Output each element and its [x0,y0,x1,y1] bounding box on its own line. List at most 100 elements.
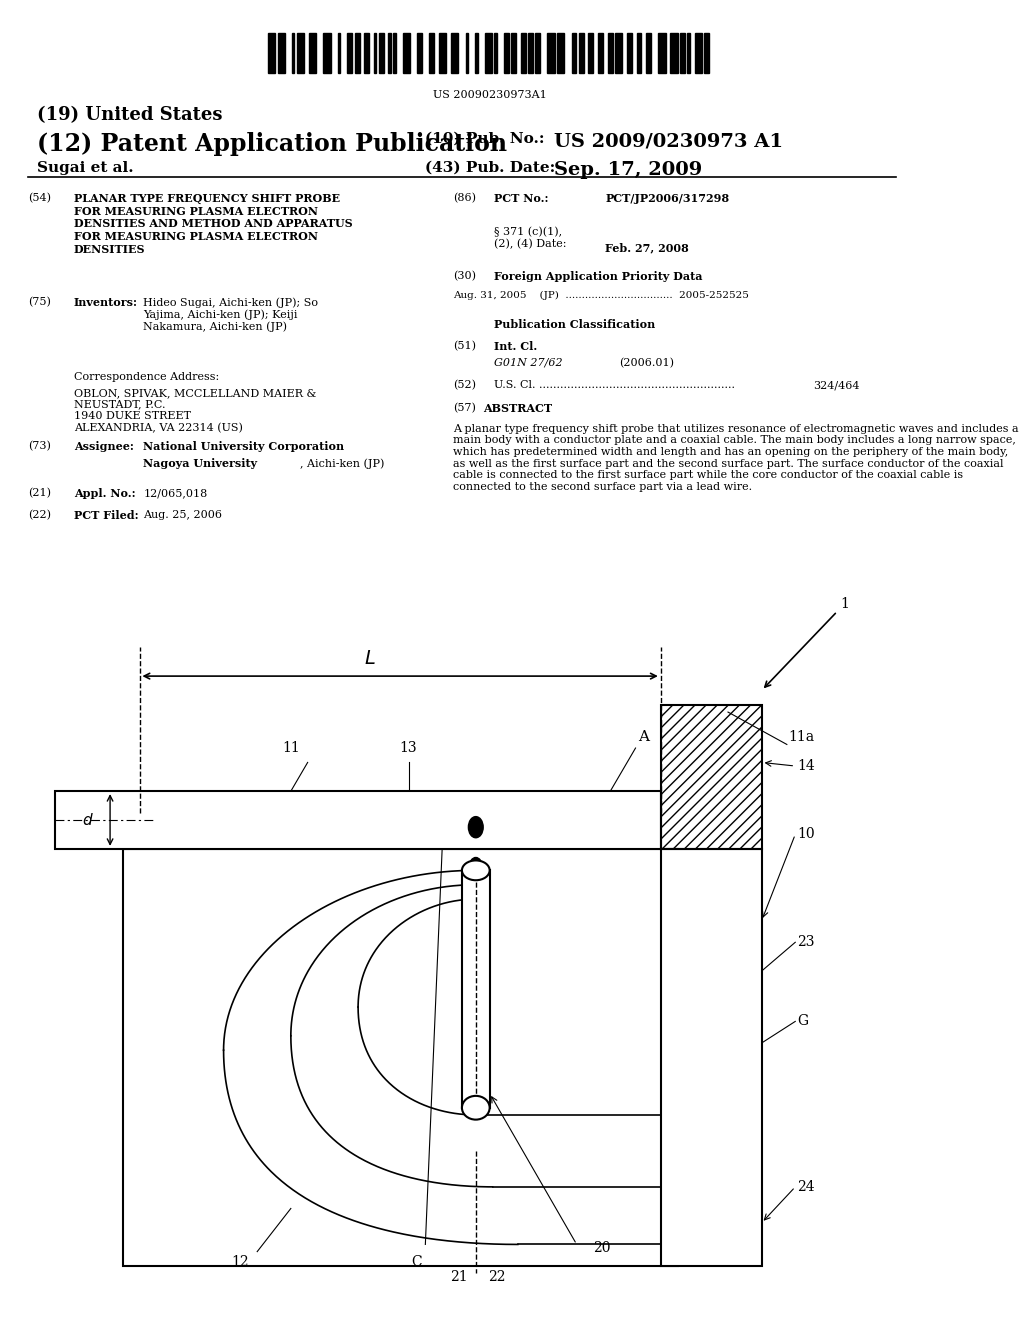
Text: ABSTRACT: ABSTRACT [482,403,552,413]
Text: Appl. No.:: Appl. No.: [74,488,135,499]
Bar [388,33,391,73]
Bar [484,33,493,73]
Bar [292,33,295,73]
Text: 20: 20 [594,1241,611,1255]
Text: Aug. 31, 2005    (JP)  .................................  2005-252525: Aug. 31, 2005 (JP) .....................… [453,290,749,300]
Bar [571,33,577,73]
Bar [660,705,762,849]
Bar [598,33,603,73]
Text: (19) United States: (19) United States [37,106,222,124]
Bar [548,33,555,73]
Text: National University Corporation: National University Corporation [143,441,344,451]
Text: (52): (52) [453,380,476,391]
Text: 324/464: 324/464 [813,380,859,391]
Bar [475,33,477,73]
Text: Nagoya University: Nagoya University [143,458,257,469]
Text: Aug. 25, 2006: Aug. 25, 2006 [143,510,222,520]
Bar [379,33,384,73]
Circle shape [469,858,482,876]
Text: 14: 14 [797,759,815,774]
Text: (12) Patent Application Publication: (12) Patent Application Publication [37,132,507,156]
Bar [646,33,651,73]
Text: 11: 11 [282,742,300,755]
Bar [429,33,434,73]
Bar [324,33,331,73]
Bar [297,33,304,73]
Text: PCT Filed:: PCT Filed: [74,510,138,520]
Text: (21): (21) [28,488,51,499]
Bar [504,33,509,73]
Bar [466,33,468,73]
Ellipse shape [462,861,489,880]
Bar [462,870,489,1107]
Bar [658,33,666,73]
Bar [660,849,762,1266]
Bar [536,33,541,73]
Ellipse shape [462,1096,489,1119]
Text: (2006.01): (2006.01) [618,358,674,368]
Bar [347,33,352,73]
Text: 21: 21 [451,1270,468,1283]
Text: Hideo Sugai, Aichi-ken (JP); So
Yajima, Aichi-ken (JP); Keiji
Nakamura, Aichi-ke: Hideo Sugai, Aichi-ken (JP); So Yajima, … [143,297,318,333]
Text: 24: 24 [797,1180,815,1193]
Text: § 371 (c)(1),
(2), (4) Date:: § 371 (c)(1), (2), (4) Date: [495,227,566,249]
Bar [607,33,612,73]
Bar [579,33,584,73]
Bar [694,33,701,73]
Bar [589,33,593,73]
Text: (51): (51) [453,341,476,351]
Bar [55,791,660,849]
Bar [671,33,678,73]
Bar [557,33,564,73]
Bar [705,33,709,73]
Text: US 20090230973A1: US 20090230973A1 [433,90,547,100]
Text: A planar type frequency shift probe that utilizes resonance of electromagnetic w: A planar type frequency shift probe that… [453,424,1018,492]
Text: 11a: 11a [788,730,815,744]
Text: OBLON, SPIVAK, MCCLELLAND MAIER &
NEUSTADT, P.C.
1940 DUKE STREET
ALEXANDRIA, VA: OBLON, SPIVAK, MCCLELLAND MAIER & NEUSTA… [74,388,316,433]
Circle shape [468,817,483,838]
Text: PLANAR TYPE FREQUENCY SHIFT PROBE
FOR MEASURING PLASMA ELECTRON
DENSITIES AND ME: PLANAR TYPE FREQUENCY SHIFT PROBE FOR ME… [74,193,352,255]
Bar [528,33,534,73]
Text: Publication Classification: Publication Classification [495,319,655,330]
Text: 10: 10 [797,828,815,841]
Bar [615,33,623,73]
Text: US 2009/0230973 A1: US 2009/0230973 A1 [554,132,783,150]
Text: (10) Pub. No.:: (10) Pub. No.: [425,132,545,147]
Text: (30): (30) [453,271,476,281]
Bar [495,33,497,73]
Text: Correspondence Address:: Correspondence Address: [74,372,219,383]
Text: Sep. 17, 2009: Sep. 17, 2009 [554,161,702,180]
Text: Sugai et al.: Sugai et al. [37,161,133,176]
Text: 23: 23 [797,936,815,949]
Text: G01N 27/62: G01N 27/62 [495,358,563,368]
Text: (54): (54) [28,193,51,203]
Bar [309,33,316,73]
Text: 22: 22 [488,1270,506,1283]
Bar [402,33,411,73]
Text: 1: 1 [840,598,849,611]
Bar [354,33,359,73]
Bar [627,33,632,73]
Bar [393,33,395,73]
Text: (43) Pub. Date:: (43) Pub. Date: [425,161,555,176]
Bar [680,33,685,73]
Text: A: A [638,730,649,744]
Text: (22): (22) [28,510,51,520]
Bar [365,33,369,73]
Text: Int. Cl.: Int. Cl. [495,341,538,351]
Text: Inventors:: Inventors: [74,297,138,308]
Bar [452,33,459,73]
Text: (75): (75) [28,297,50,308]
Text: $L$: $L$ [364,651,376,668]
Text: (57): (57) [453,403,475,413]
Text: $d$: $d$ [82,812,93,828]
Bar [687,33,690,73]
Bar [511,33,516,73]
Text: , Aichi-ken (JP): , Aichi-ken (JP) [300,458,385,469]
Text: Assignee:: Assignee: [74,441,134,451]
Bar [123,849,678,1266]
Bar [338,33,340,73]
Text: 13: 13 [399,742,418,755]
Bar [521,33,525,73]
Bar [268,33,275,73]
